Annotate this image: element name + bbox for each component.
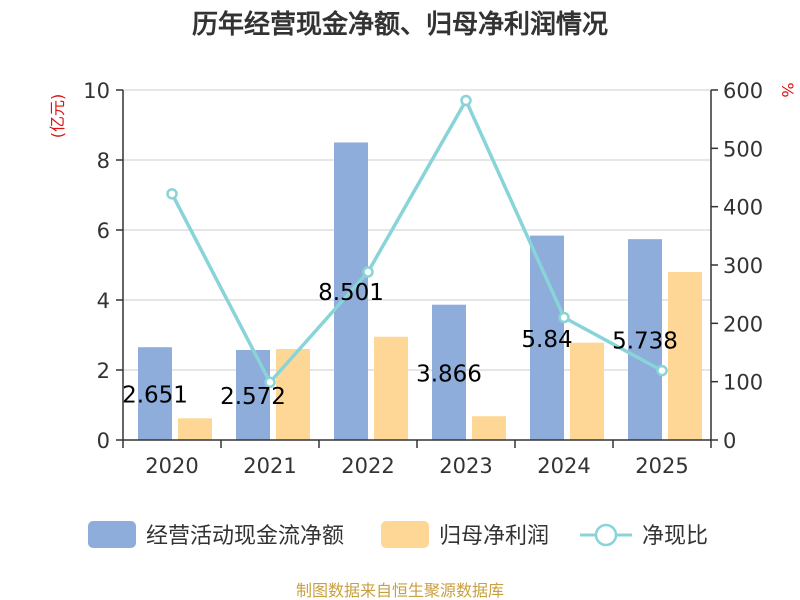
- left-axis-tick-label: 8: [97, 149, 110, 173]
- bar-经营活动现金流净额: [628, 239, 662, 440]
- right-axis-tick-label: 0: [723, 429, 736, 453]
- bar-data-label: 2.572: [220, 384, 286, 410]
- data-labels: 2.651 2.572 8.501 3.866 5.84 5.738: [122, 280, 678, 410]
- right-axis-tick-label: 400: [723, 196, 763, 220]
- x-axis-tick-label: 2021: [243, 454, 296, 478]
- right-axis-tick-label: 200: [723, 312, 763, 336]
- source-note: 制图数据来自恒生聚源数据库: [296, 581, 504, 600]
- bar-data-label: 5.738: [612, 329, 678, 355]
- chart-title: 历年经营现金净额、归母净利润情况: [192, 9, 608, 40]
- line-point: [656, 364, 668, 377]
- bar-data-label: 3.866: [416, 361, 482, 387]
- bar-data-label: 8.501: [318, 280, 384, 306]
- left-axis-tick-label: 10: [83, 79, 110, 103]
- legend-swatch: [88, 521, 136, 548]
- line-净现比: [170, 98, 663, 384]
- bar-归母净利润: [668, 272, 702, 440]
- legend-label: 经营活动现金流净额: [146, 524, 344, 549]
- x-axis-tick-label: 2025: [635, 454, 688, 478]
- line-point: [558, 311, 570, 324]
- bar-data-label: 5.84: [521, 327, 572, 353]
- x-axis-tick-label: 2024: [537, 454, 590, 478]
- right-axis-tick-label: 600: [723, 79, 763, 103]
- line-point: [362, 266, 374, 278]
- bar-经营活动现金流净额: [138, 347, 172, 440]
- x-axis-tick-label: 2020: [145, 454, 198, 478]
- legend-label: 净现比: [642, 524, 708, 549]
- left-axis-unit: (亿元): [48, 94, 67, 139]
- bar-归母净利润: [276, 349, 310, 440]
- bar-经营活动现金流净额: [530, 235, 564, 440]
- left-axis-tick-label: 6: [97, 219, 110, 243]
- x-axis-tick-label: 2023: [439, 454, 492, 478]
- bar-经营活动现金流净额: [236, 349, 270, 440]
- grid-lines: [123, 89, 711, 371]
- right-axis-tick-label: 100: [723, 371, 763, 395]
- line-point: [166, 188, 178, 200]
- x-axis-tick-label: 2022: [341, 454, 394, 478]
- line-point: [460, 94, 472, 107]
- bar-经营活动现金流净额: [432, 304, 466, 440]
- legend-marker: [594, 523, 618, 547]
- left-axis-tick-label: 0: [97, 429, 110, 453]
- legend: 经营活动现金流净额 归母净利润 净现比: [88, 521, 708, 549]
- bar-归母净利润: [472, 416, 506, 440]
- left-axis-tick-label: 4: [97, 289, 110, 313]
- legend-label: 归母净利润: [439, 524, 549, 549]
- right-axis-tick-label: 500: [723, 137, 763, 161]
- bar-data-label: 2.651: [122, 383, 188, 409]
- bar-归母净利润: [374, 336, 408, 440]
- ratio-line: [166, 94, 668, 388]
- bar-归母净利润: [570, 342, 604, 440]
- bar-归母净利润: [178, 418, 212, 440]
- right-axis-unit: %: [778, 82, 797, 97]
- right-axis-tick-label: 300: [723, 254, 763, 278]
- line-point: [264, 376, 276, 388]
- legend-swatch: [381, 521, 429, 548]
- left-axis-tick-label: 2: [97, 359, 110, 383]
